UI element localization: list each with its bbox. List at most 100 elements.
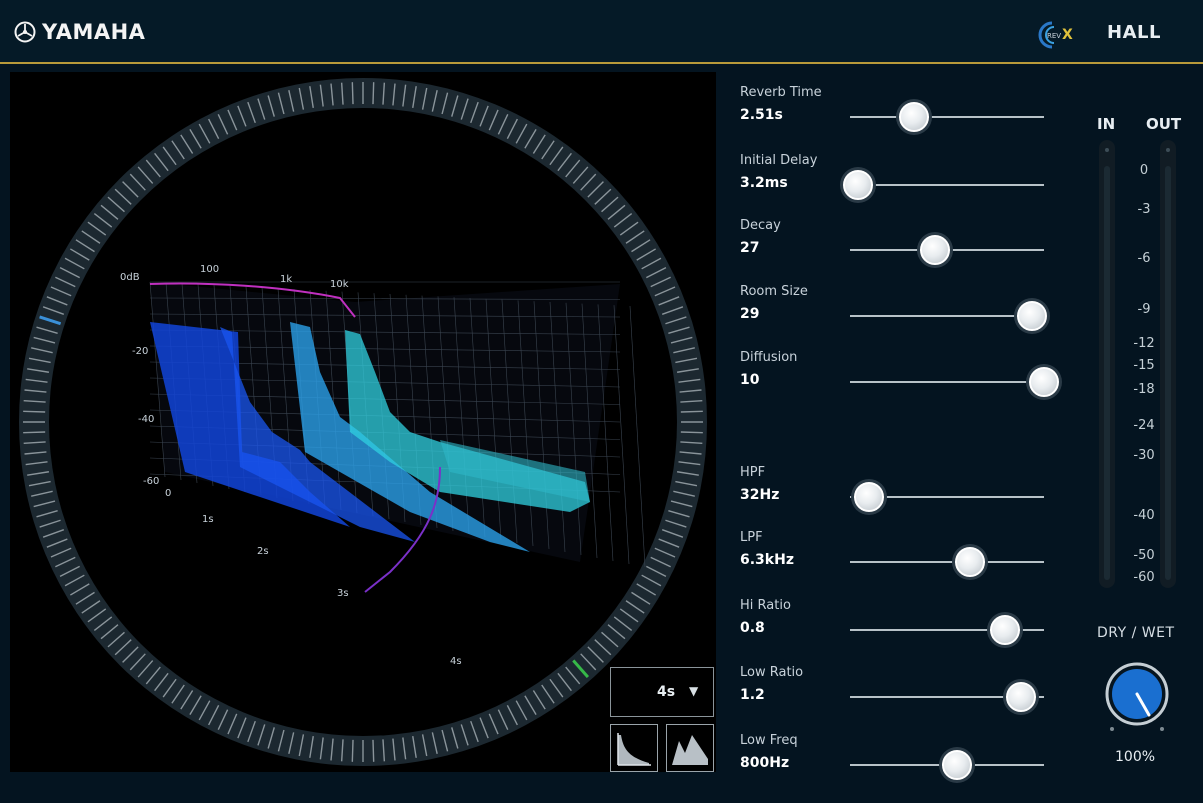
param-value[interactable]: 6.3kHz <box>740 552 794 568</box>
output-level-meter <box>1160 140 1176 588</box>
meter-scale-tick: -60 <box>1133 570 1155 585</box>
slider-thumb[interactable] <box>899 102 930 132</box>
slider-thumb[interactable] <box>1029 367 1059 397</box>
dry-wet-knob[interactable] <box>1103 662 1171 736</box>
frequency-axis-label: 0dB <box>120 272 140 283</box>
param-reverb-time: Reverb Time 2.51s <box>740 85 1070 145</box>
decay-2d-icon <box>617 733 651 766</box>
slider-thumb[interactable] <box>955 547 986 577</box>
param-value[interactable]: 10 <box>740 372 760 388</box>
param-label: LPF <box>740 530 763 545</box>
slider-track[interactable] <box>850 184 1044 186</box>
slider-thumb[interactable] <box>854 482 885 512</box>
param-diffusion: Diffusion 10 <box>740 350 1070 410</box>
param-slider[interactable] <box>850 482 1044 512</box>
revx-logo-icon: REV <box>1038 21 1061 49</box>
decay-surface-display: 0dB 100 1k 10k -20 -40 -60 0 1s 2s 3s 4s <box>19 78 707 766</box>
slider-track[interactable] <box>850 629 1044 631</box>
slider-track[interactable] <box>850 496 1044 498</box>
param-label: Decay <box>740 218 781 233</box>
param-slider[interactable] <box>850 547 1044 577</box>
slider-track[interactable] <box>850 561 1044 563</box>
param-low-ratio: Low Ratio 1.2 <box>740 665 1070 725</box>
slider-thumb[interactable] <box>1017 301 1048 331</box>
time-axis-label: 3s <box>337 588 349 599</box>
param-decay: Decay 27 <box>740 218 1070 278</box>
param-label: HPF <box>740 465 766 480</box>
time-axis-label: 2s <box>257 546 269 557</box>
param-value[interactable]: 2.51s <box>740 107 783 123</box>
output-meter-label: OUT <box>1146 115 1182 133</box>
param-hi-ratio: Hi Ratio 0.8 <box>740 598 1070 658</box>
frequency-axis-label: 100 <box>200 264 219 275</box>
axis-labels: 0dB 100 1k 10k -20 -40 -60 0 1s 2s 3s 4s <box>120 264 462 667</box>
slider-thumb[interactable] <box>990 615 1021 645</box>
slider-thumb[interactable] <box>842 170 873 200</box>
revx-logo: REV X <box>1030 20 1073 50</box>
param-value[interactable]: 800Hz <box>740 755 790 771</box>
slider-track[interactable] <box>850 315 1044 317</box>
time-axis-label: 1s <box>202 514 214 525</box>
slider-track[interactable] <box>850 116 1044 118</box>
param-initial-delay: Initial Delay 3.2ms <box>740 153 1070 213</box>
meter-scale-tick: 0 <box>1139 163 1149 178</box>
param-label: Initial Delay <box>740 153 818 168</box>
param-label: Diffusion <box>740 350 798 365</box>
yamaha-logo: YAMAHA <box>14 20 145 44</box>
param-low-freq: Low Freq 800Hz <box>740 733 1070 793</box>
dry-wet-label: DRY / WET <box>1097 625 1175 641</box>
input-level-meter <box>1099 140 1115 588</box>
meter-scale-tick: -40 <box>1133 508 1155 523</box>
view-3d-button[interactable] <box>666 724 714 772</box>
slider-thumb[interactable] <box>941 750 972 780</box>
header-bar: YAMAHA REV X HALL <box>0 0 1203 64</box>
slider-thumb[interactable] <box>1005 682 1036 712</box>
param-label: Reverb Time <box>740 85 822 100</box>
slider-thumb[interactable] <box>920 235 951 265</box>
param-value[interactable]: 3.2ms <box>740 175 788 191</box>
reverb-visualizer: 0dB 100 1k 10k -20 -40 -60 0 1s 2s 3s 4s 4s ▼ <box>10 72 716 772</box>
param-value[interactable]: 0.8 <box>740 620 765 636</box>
param-value[interactable]: 32Hz <box>740 487 780 503</box>
param-slider[interactable] <box>850 367 1059 397</box>
param-slider[interactable] <box>850 301 1048 331</box>
meter-scale-tick: -24 <box>1133 418 1155 433</box>
chevron-down-icon: ▼ <box>689 684 699 698</box>
dry-wet-value: 100% <box>1115 749 1156 765</box>
param-value[interactable]: 1.2 <box>740 687 765 703</box>
param-room-size: Room Size 29 <box>740 284 1070 344</box>
slider-track[interactable] <box>850 381 1044 383</box>
param-label: Room Size <box>740 284 808 299</box>
time-range-select[interactable]: 4s ▼ <box>610 667 714 717</box>
reverb-type-label: HALL <box>1107 22 1161 43</box>
meter-scale-tick: -12 <box>1133 336 1155 351</box>
param-slider[interactable] <box>850 750 1044 780</box>
time-axis-label: 4s <box>450 656 462 667</box>
param-slider[interactable] <box>850 102 1044 132</box>
param-slider[interactable] <box>850 682 1044 712</box>
revx-logo-text: X <box>1062 27 1073 43</box>
time-range-value: 4s <box>657 684 676 700</box>
view-2d-button[interactable] <box>610 724 658 772</box>
param-label: Low Ratio <box>740 665 804 680</box>
level-axis-label: -40 <box>138 414 154 425</box>
param-slider[interactable] <box>850 615 1044 645</box>
param-slider[interactable] <box>842 170 1044 200</box>
yamaha-tuning-fork-icon <box>14 21 36 43</box>
meter-scale-tick: -9 <box>1137 302 1151 317</box>
frequency-axis-label: 1k <box>280 274 292 285</box>
meter-scale-tick: -6 <box>1137 251 1151 266</box>
frequency-axis-label: 10k <box>330 279 349 290</box>
slider-track[interactable] <box>850 696 1044 698</box>
param-value[interactable]: 27 <box>740 240 760 256</box>
param-value[interactable]: 29 <box>740 306 760 322</box>
param-lpf: LPF 6.3kHz <box>740 530 1070 590</box>
param-label: Low Freq <box>740 733 798 748</box>
meter-scale-tick: -30 <box>1133 448 1155 463</box>
meter-scale-tick: -15 <box>1133 358 1155 373</box>
param-slider[interactable] <box>850 235 1044 265</box>
meter-scale-tick: -3 <box>1137 202 1151 217</box>
param-hpf: HPF 32Hz <box>740 465 1070 525</box>
svg-text:REV: REV <box>1047 32 1061 40</box>
